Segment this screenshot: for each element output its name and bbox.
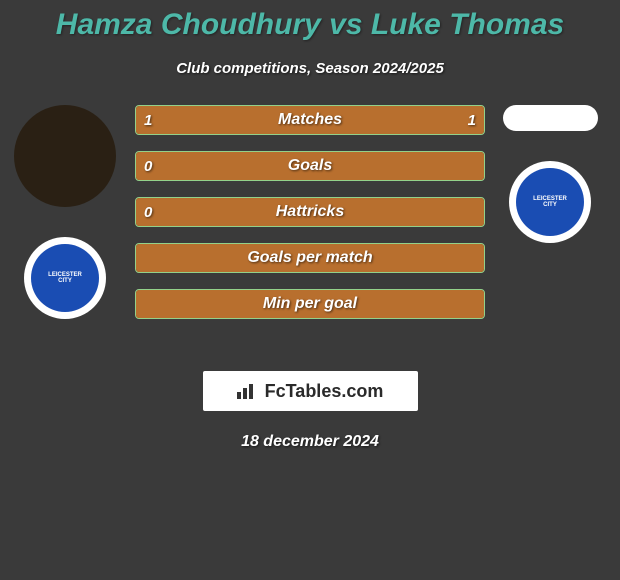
- player-right-photo: [503, 105, 598, 131]
- bar-label: Matches: [136, 106, 484, 134]
- player-right-club-badge: LEICESTERCITY: [509, 161, 591, 243]
- comparison-content: LEICESTERCITY LEICESTERCITY 11Matches 0Go…: [0, 105, 620, 365]
- date-label: 18 december 2024: [0, 433, 620, 451]
- stat-bars: 11Matches 0Goals 0Hattricks Goals per match…: [135, 105, 485, 335]
- player-right-column: LEICESTERCITY: [495, 105, 605, 243]
- player-left-column: LEICESTERCITY: [10, 105, 120, 319]
- stat-row-goals: 0Goals: [135, 151, 485, 181]
- bar-label: Hattricks: [136, 198, 484, 226]
- page-title: Hamza Choudhury vs Luke Thomas: [0, 0, 620, 42]
- subtitle: Club competitions, Season 2024/2025: [0, 60, 620, 77]
- brand-text: FcTables.com: [265, 381, 384, 402]
- player-left-photo: [14, 105, 116, 207]
- stat-row-matches: 11Matches: [135, 105, 485, 135]
- brand-badge: FcTables.com: [203, 371, 418, 411]
- bar-label: Goals per match: [136, 244, 484, 272]
- brand-icon: [237, 383, 259, 399]
- player-left-club-badge: LEICESTERCITY: [24, 237, 106, 319]
- stat-row-min-per-goal: Min per goal: [135, 289, 485, 319]
- stat-row-hattricks: 0Hattricks: [135, 197, 485, 227]
- bar-label: Goals: [136, 152, 484, 180]
- stat-row-goals-per-match: Goals per match: [135, 243, 485, 273]
- bar-label: Min per goal: [136, 290, 484, 318]
